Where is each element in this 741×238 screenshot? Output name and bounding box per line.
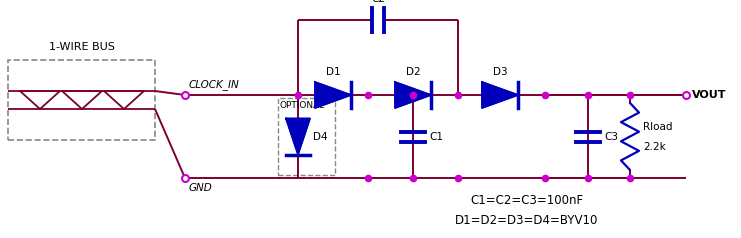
Text: D2: D2: [405, 67, 420, 77]
Polygon shape: [315, 82, 351, 108]
Bar: [8, 60, 155, 140]
Text: D1: D1: [326, 67, 340, 77]
Polygon shape: [482, 82, 518, 108]
Text: C1=C2=C3=100nF: C1=C2=C3=100nF: [471, 193, 584, 207]
Text: C1: C1: [429, 132, 443, 142]
Text: D3: D3: [493, 67, 508, 77]
Text: D1=D2=D3=D4=BYV10: D1=D2=D3=D4=BYV10: [455, 213, 599, 227]
Text: GND: GND: [189, 183, 213, 193]
Text: C2: C2: [371, 0, 385, 4]
Text: 1-WIRE BUS: 1-WIRE BUS: [49, 42, 114, 52]
Polygon shape: [395, 82, 431, 108]
Bar: [278, 98, 335, 175]
Text: CLOCK_IN: CLOCK_IN: [189, 79, 240, 90]
Text: OPTIONAL: OPTIONAL: [280, 101, 325, 110]
Text: Rload: Rload: [643, 122, 673, 132]
Polygon shape: [286, 119, 310, 154]
Text: D4: D4: [313, 132, 328, 142]
Text: VOUT: VOUT: [692, 90, 726, 100]
Text: C3: C3: [604, 132, 618, 142]
Text: 2.2k: 2.2k: [643, 142, 665, 152]
